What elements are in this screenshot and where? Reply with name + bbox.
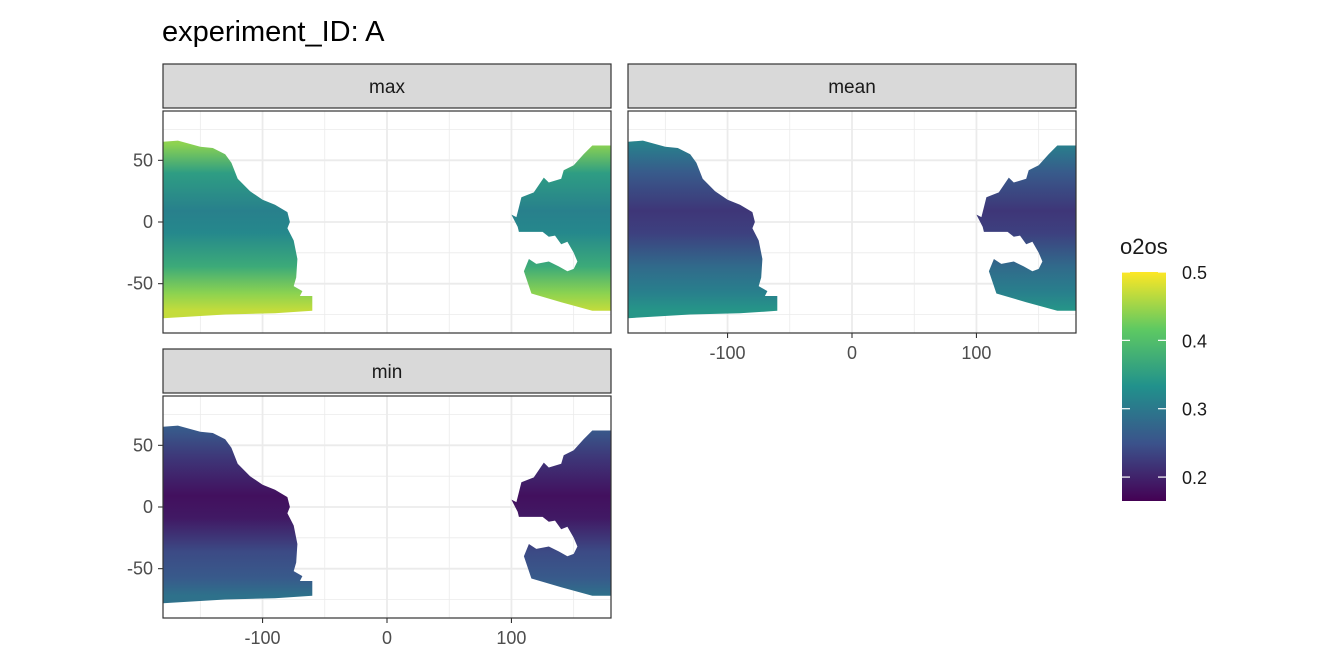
y-tick-label: -50 xyxy=(127,274,153,294)
legend-colorbar xyxy=(1122,272,1166,501)
o2os-field xyxy=(163,425,611,604)
facet-strip xyxy=(162,63,612,109)
west-pacific-cells xyxy=(511,430,611,596)
facet-strip-label: min xyxy=(372,362,403,383)
facet-strip-label: max xyxy=(369,77,405,98)
x-tick-label: 100 xyxy=(961,343,991,363)
x-tick-label: -100 xyxy=(710,343,746,363)
x-tick-label: -100 xyxy=(245,628,281,648)
x-tick-label: 0 xyxy=(382,628,392,648)
legend-ticks: 0.5 0.4 0.3 0.2 xyxy=(1122,263,1207,488)
plot-title: experiment_ID: A xyxy=(162,16,385,48)
color-legend: o2os 0.5 0.4 0.3 0.2 xyxy=(1120,234,1207,501)
y-tick-label: 50 xyxy=(133,150,153,170)
facet-strip xyxy=(627,63,1077,109)
facet-panel-min: min 50 0 -50 -100 0 100 xyxy=(127,348,612,648)
o2os-field xyxy=(628,140,1076,319)
y-tick-label: -50 xyxy=(127,559,153,579)
facet-panel-max: max 50 0 -50 xyxy=(127,63,612,334)
east-pacific-cells xyxy=(163,425,313,604)
legend-tick-label: 0.3 xyxy=(1182,400,1207,420)
legend-title: o2os xyxy=(1120,234,1168,259)
facet-strip xyxy=(162,348,612,394)
west-pacific-cells xyxy=(511,145,611,311)
x-tick-label: 100 xyxy=(496,628,526,648)
facet-panels: max 50 0 -50 mean -100 0 100 min 50 0 -50 -100 0 100 xyxy=(127,63,1077,648)
legend-tick-label: 0.2 xyxy=(1182,468,1207,488)
west-pacific-cells xyxy=(976,145,1076,311)
facet-strip-label: mean xyxy=(828,77,876,98)
facet-panel-mean: mean -100 0 100 xyxy=(627,63,1077,363)
y-tick-label: 0 xyxy=(143,497,153,517)
x-tick-label: 0 xyxy=(847,343,857,363)
east-pacific-cells xyxy=(163,140,313,319)
east-pacific-cells xyxy=(628,140,778,319)
y-tick-label: 50 xyxy=(133,435,153,455)
o2os-field xyxy=(163,140,611,319)
legend-tick-label: 0.5 xyxy=(1182,263,1207,283)
y-tick-label: 0 xyxy=(143,212,153,232)
legend-tick-label: 0.4 xyxy=(1182,331,1207,351)
